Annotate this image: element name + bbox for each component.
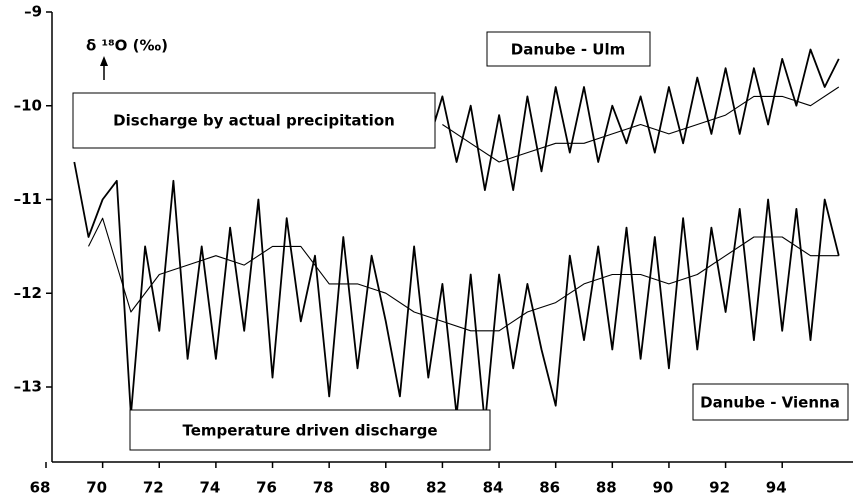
x-tick-label: 82 — [426, 479, 447, 497]
annotation-box — [129, 409, 491, 451]
series-label: Danube - Vienna — [700, 394, 840, 412]
series-line — [88, 217, 839, 332]
x-tick-label: 70 — [86, 479, 107, 497]
x-tick-label: 76 — [256, 479, 277, 497]
y-tick-label: –10 — [14, 96, 42, 114]
y-tick-label: –12 — [14, 284, 42, 302]
series-line — [442, 86, 840, 163]
annotation: Temperature driven discharge — [182, 422, 437, 440]
y-axis-label: δ ¹⁸O (‰) — [86, 37, 168, 55]
series-label-box — [486, 31, 651, 67]
y-tick-label: –11 — [14, 190, 42, 208]
x-tick-label: 72 — [143, 479, 164, 497]
x-tick-label: 88 — [596, 479, 617, 497]
y-tick-label: –9 — [24, 3, 42, 21]
series-line — [427, 48, 840, 191]
series-label: Danube - Ulm — [511, 41, 625, 59]
series-label-box — [692, 383, 849, 421]
annotation-box — [72, 92, 436, 149]
y-tick-label: –13 — [14, 378, 42, 396]
x-tick-label: 80 — [369, 479, 390, 497]
arrow-head — [100, 56, 108, 66]
x-tick-label: 78 — [313, 479, 334, 497]
x-tick-label: 84 — [483, 479, 504, 497]
x-tick-label: 74 — [199, 479, 220, 497]
x-tick-label: 92 — [709, 479, 730, 497]
x-tick-label: 86 — [539, 479, 560, 497]
annotation: Discharge by actual precipitation — [113, 112, 395, 130]
x-tick-label: 90 — [653, 479, 674, 497]
x-tick-label: 94 — [766, 479, 787, 497]
x-tick-label: 68 — [30, 479, 51, 497]
